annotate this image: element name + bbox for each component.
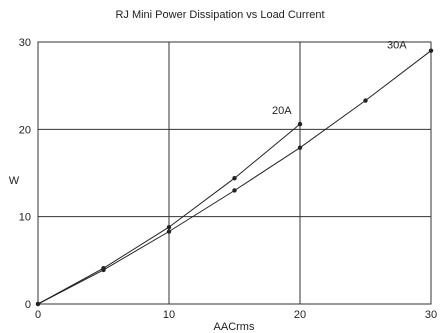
data-point-30A <box>297 145 303 150</box>
data-point-20A <box>232 176 237 181</box>
y-tick-label: 0 <box>25 299 31 311</box>
series-label-20A: 20A <box>272 105 292 117</box>
series-points <box>35 48 434 307</box>
data-point-20A <box>297 121 303 127</box>
y-axis-label: W <box>9 175 20 187</box>
data-point-30A <box>35 301 41 307</box>
y-tick-label: 30 <box>19 37 31 49</box>
y-tick-label: 10 <box>19 212 31 224</box>
data-point-30A <box>166 229 172 234</box>
chart-title: RJ Mini Power Dissipation vs Load Curren… <box>115 9 324 21</box>
tick-labels: 0 10 20 30 0 10 20 30 <box>19 37 437 321</box>
data-point-30A <box>101 267 106 273</box>
x-axis-label: AACrms <box>214 321 255 333</box>
plot-area: 0 10 20 30 0 10 20 30 20A 30A <box>19 37 437 321</box>
data-point-30A <box>232 188 237 193</box>
series-labels: 20A 30A <box>272 40 407 117</box>
x-tick-label: 20 <box>294 309 306 321</box>
series-label-30A: 30A <box>387 40 407 52</box>
x-tick-label: 10 <box>163 309 175 321</box>
x-tick-label: 30 <box>425 309 437 321</box>
data-point-20A <box>166 224 172 230</box>
x-tick-label: 0 <box>35 309 41 321</box>
data-point-30A <box>363 98 368 103</box>
data-point-30A <box>428 48 434 53</box>
plot-frame <box>37 41 432 305</box>
grid <box>38 42 431 304</box>
y-tick-label: 20 <box>19 124 31 136</box>
